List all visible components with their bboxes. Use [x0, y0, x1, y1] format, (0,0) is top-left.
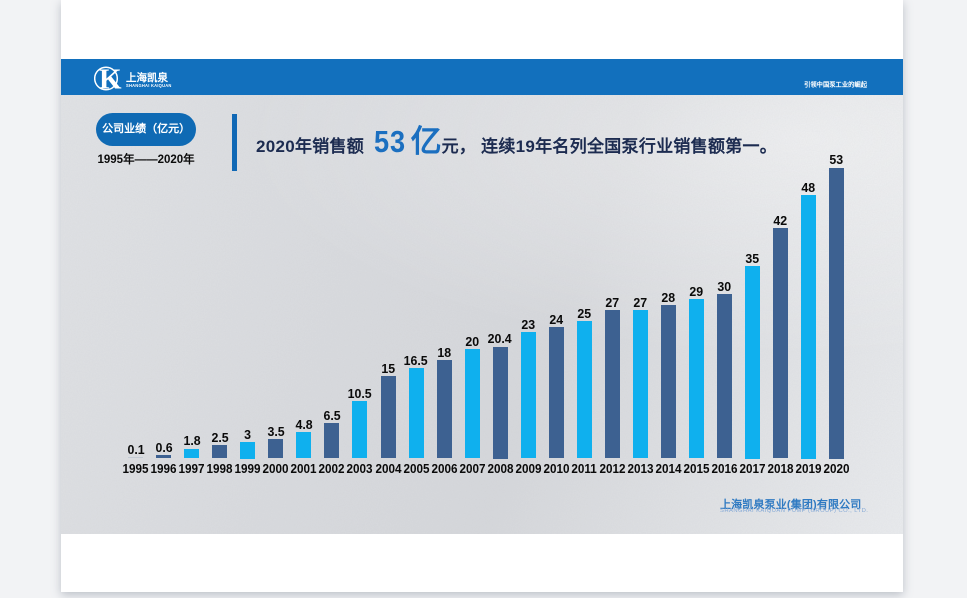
- svg-text:K: K: [99, 66, 122, 91]
